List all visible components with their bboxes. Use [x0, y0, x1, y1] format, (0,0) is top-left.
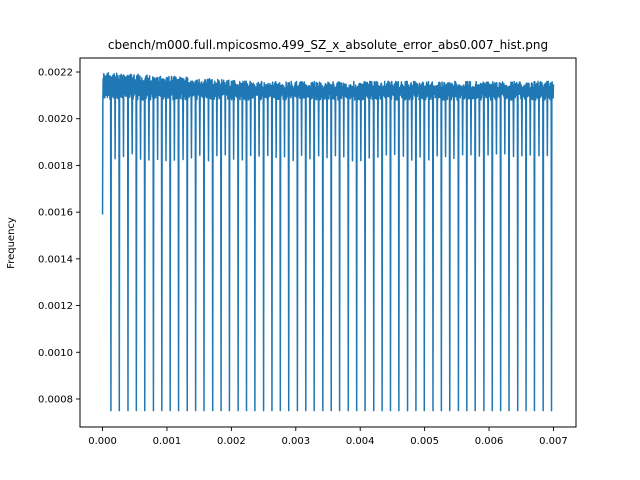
x-tick-label: 0.006	[475, 436, 504, 447]
x-tick-label: 0.000	[88, 436, 117, 447]
x-axis: 0.000 0.001 0.002 0.003 0.004 0.005 0.006 0.007	[88, 427, 568, 447]
x-tick-label: 0.002	[217, 436, 246, 447]
chart-title: cbench/m000.full.mpicosmo.499_SZ_x_absol…	[108, 38, 548, 52]
x-tick-label: 0.005	[410, 436, 439, 447]
y-axis-label: Frequency	[6, 217, 17, 269]
y-tick-label: 0.0014	[38, 254, 73, 265]
y-tick-label: 0.0020	[38, 114, 73, 125]
y-axis: 0.0008 0.0010 0.0012 0.0014 0.0016 0.0018 0.00…	[38, 68, 80, 405]
y-tick-label: 0.0022	[38, 68, 73, 79]
y-tick-label: 0.0010	[38, 348, 73, 359]
x-tick-label: 0.007	[539, 436, 568, 447]
y-tick-label: 0.0012	[38, 301, 73, 312]
x-tick-label: 0.004	[346, 436, 375, 447]
y-tick-label: 0.0018	[38, 161, 73, 172]
x-tick-label: 0.001	[153, 436, 182, 447]
x-tick-label: 0.003	[281, 436, 310, 447]
series-layer	[101, 72, 555, 412]
axes-frame	[79, 57, 577, 428]
series-line	[101, 72, 555, 412]
y-tick-label: 0.0016	[38, 208, 73, 219]
y-tick-label: 0.0008	[38, 394, 73, 405]
